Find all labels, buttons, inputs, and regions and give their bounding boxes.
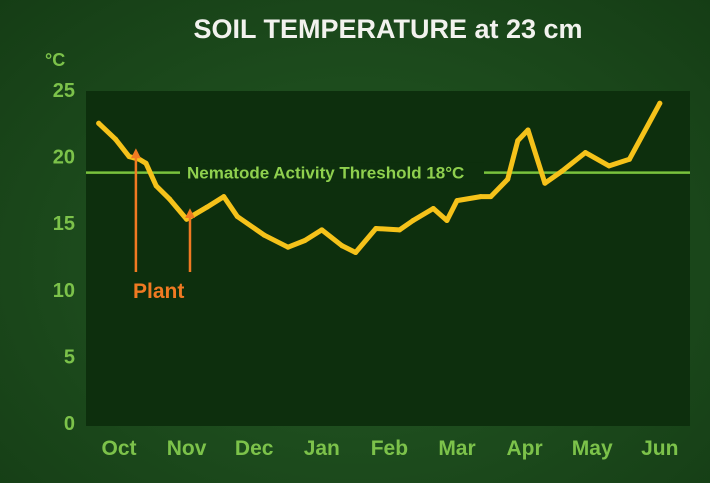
x-tick-label: Apr: [507, 437, 543, 460]
temperature-point: [488, 194, 494, 200]
temperature-point: [302, 238, 308, 243]
temperature-point: [319, 227, 325, 233]
temperature-point: [285, 244, 291, 250]
x-axis-ticks: Oct Nov Dec Jan Feb Mar Apr May Jun: [101, 437, 678, 460]
temperature-point: [559, 168, 565, 174]
y-tick-label: 25: [53, 80, 75, 102]
temperature-point: [339, 243, 345, 249]
soil-temperature-points: [96, 100, 663, 255]
y-tick-label: 0: [64, 413, 75, 435]
y-axis-unit: °C: [45, 50, 65, 70]
temperature-point: [430, 206, 436, 211]
chart-title: SOIL TEMPERATURE at 23 cm: [193, 14, 582, 44]
temperature-point: [444, 218, 450, 223]
temperature-point: [606, 163, 612, 169]
y-tick-label: 20: [53, 147, 75, 169]
soil-temperature-line: [96, 100, 663, 255]
temperature-point: [234, 214, 240, 219]
temperature-point: [204, 204, 210, 210]
y-tick-label: 10: [53, 280, 75, 302]
y-tick-label: 5: [64, 346, 75, 368]
x-tick-label: Feb: [371, 437, 408, 460]
temperature-point: [542, 180, 548, 186]
x-tick-label: Mar: [438, 437, 475, 460]
x-tick-label: Dec: [235, 437, 274, 460]
plant-label: Plant: [133, 280, 184, 303]
temperature-point: [454, 198, 460, 204]
temperature-point: [373, 226, 379, 231]
temperature-point: [525, 127, 531, 133]
temperature-point: [478, 194, 484, 200]
temperature-point: [143, 160, 149, 166]
temperature-point: [515, 138, 521, 144]
temperature-point: [353, 250, 359, 255]
temperature-point: [657, 100, 663, 106]
temperature-point: [261, 232, 267, 238]
temperature-point: [153, 183, 159, 189]
temperature-point: [136, 156, 142, 162]
x-tick-label: Jan: [304, 437, 340, 460]
temperature-point: [96, 120, 102, 126]
temperature-point: [221, 194, 227, 200]
temperature-point: [184, 216, 190, 222]
threshold-label-background: [180, 162, 484, 183]
plant-arrows: [130, 148, 195, 272]
temperature-point: [167, 196, 173, 202]
temperature-point: [397, 227, 402, 233]
temperature-point: [626, 156, 632, 162]
temperature-point: [582, 150, 588, 156]
x-tick-label: Jun: [641, 437, 678, 460]
temperature-point: [126, 154, 132, 160]
plot-area: [86, 91, 690, 426]
x-tick-label: May: [572, 437, 613, 460]
threshold-label: Nematode Activity Threshold 18°C: [187, 164, 464, 183]
x-tick-label: Oct: [101, 437, 136, 460]
temperature-point: [505, 176, 511, 182]
y-axis-ticks: 0 5 10 15 20 25: [53, 80, 75, 435]
temperature-point: [410, 218, 416, 223]
x-tick-label: Nov: [167, 437, 207, 460]
y-tick-label: 15: [53, 213, 75, 235]
temperature-point: [113, 136, 119, 142]
